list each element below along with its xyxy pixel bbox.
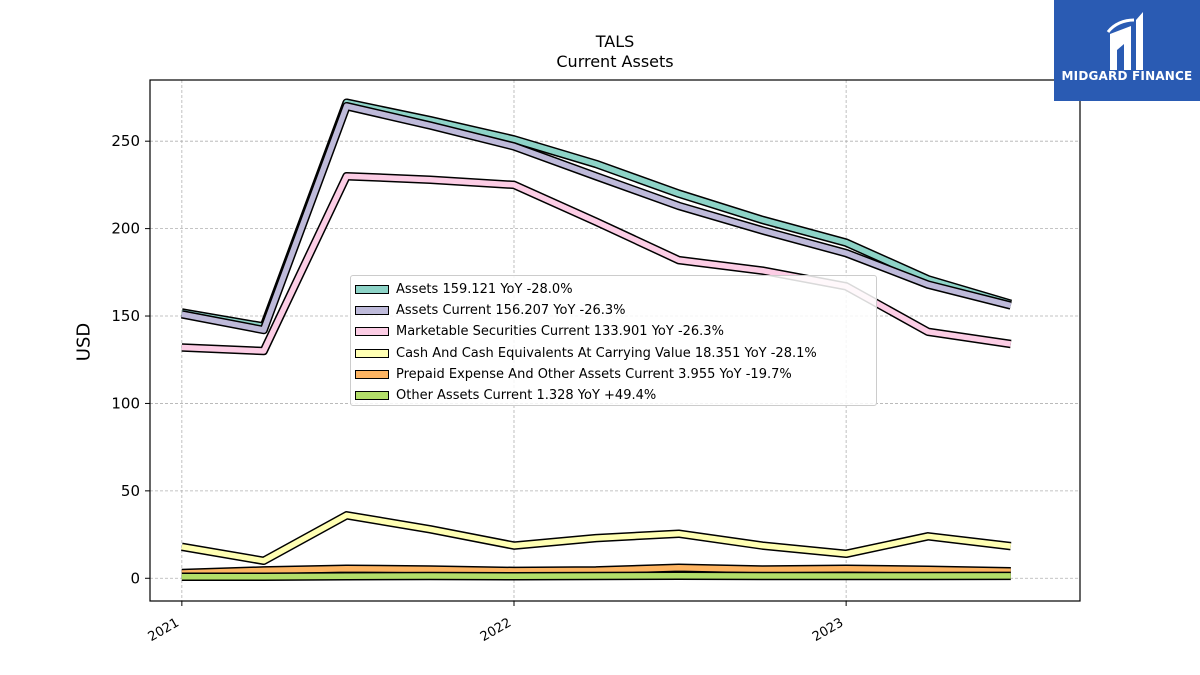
legend-item: Assets 159.121 YoY -28.0% [355, 279, 876, 300]
y-tick-label: 150 [111, 307, 140, 325]
series-line-2 [181, 103, 1012, 333]
legend-label: Assets Current 156.207 YoY -26.3% [396, 303, 626, 319]
x-tick-label: 2023 [810, 615, 846, 645]
legend-label: Cash And Cash Equivalents At Carrying Va… [396, 345, 817, 361]
chart-subtitle: Current Assets [556, 52, 674, 71]
legend-swatch [355, 285, 389, 295]
y-tick-label: 200 [111, 220, 140, 238]
legend-swatch [355, 369, 389, 379]
legend-swatch [355, 391, 389, 401]
legend-label: Prepaid Expense And Other Assets Current… [396, 366, 792, 382]
chart-title: TALS [595, 32, 635, 51]
x-tick-label: 2021 [146, 615, 182, 645]
x-tick-label: 2022 [478, 615, 514, 645]
legend-item: Other Assets Current 1.328 YoY +49.4% [355, 385, 876, 406]
legend-label: Assets 159.121 YoY -28.0% [396, 282, 573, 298]
legend-item: Prepaid Expense And Other Assets Current… [355, 364, 876, 385]
legend-swatch [355, 348, 389, 358]
series-line-5 [181, 565, 1011, 576]
legend-item: Cash And Cash Equivalents At Carrying Va… [355, 343, 876, 364]
series-line-4 [181, 512, 1012, 564]
y-tick-label: 250 [111, 132, 140, 150]
brand-name: MIDGARD FINANCE [1061, 69, 1193, 83]
brand-logo: MIDGARD FINANCE [1054, 0, 1200, 101]
chart-legend: Assets 159.121 YoY -28.0% Assets Current … [350, 275, 877, 406]
brand-logo-mark [1106, 12, 1143, 70]
y-axis-label: USD [73, 322, 95, 362]
legend-label: Other Assets Current 1.328 YoY +49.4% [396, 388, 657, 404]
y-tick-label: 50 [121, 482, 140, 500]
legend-label: Marketable Securities Current 133.901 Yo… [396, 324, 724, 340]
plot-frame [149, 79, 1081, 602]
legend-swatch [355, 327, 389, 337]
legend-item: Marketable Securities Current 133.901 Yo… [355, 321, 876, 342]
series-line-6 [181, 573, 1011, 580]
y-tick-label: 0 [130, 569, 140, 587]
legend-swatch [355, 306, 389, 316]
y-tick-label: 100 [111, 394, 140, 412]
legend-item: Assets Current 156.207 YoY -26.3% [355, 300, 876, 321]
